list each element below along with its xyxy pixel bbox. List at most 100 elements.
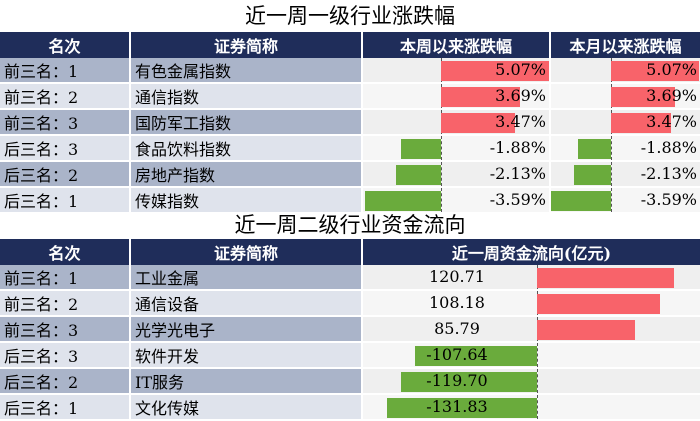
name-cell: 房地产指数: [130, 161, 363, 188]
rank-cell: 前三名：1: [0, 265, 131, 291]
month-change-cell: -2.13%: [550, 161, 700, 188]
header-rank: 名次: [0, 32, 131, 58]
zero-axis: [537, 343, 538, 366]
month-change-value: 5.07%: [646, 60, 697, 79]
zero-axis: [537, 369, 538, 392]
header-month-change: 本月以来涨跌幅: [550, 32, 700, 58]
zero-axis: [441, 162, 442, 185]
week-change-cell: 3.69%: [362, 83, 551, 110]
week-change-cell: -2.13%: [362, 161, 551, 188]
fund-flow-table: 名次 证券简称 近一周资金流向(亿元) 前三名：1 工业金属 120.71 前三名：2…: [0, 239, 700, 421]
month-change-cell: -1.88%: [550, 135, 700, 162]
month-change-cell: -3.59%: [550, 187, 700, 214]
name-cell: 工业金属: [130, 265, 363, 291]
negative-bar: [578, 139, 611, 159]
negative-bar: [387, 398, 537, 418]
zero-axis: [611, 162, 612, 185]
negative-bar: [574, 165, 611, 185]
header-fund-flow: 近一周资金流向(亿元): [362, 239, 700, 265]
zero-axis: [611, 188, 612, 211]
rank-cell: 前三名：3: [0, 316, 131, 343]
fund-flow-cell: -119.70: [362, 368, 700, 395]
positive-bar: [537, 320, 635, 340]
fund-flow-value: 120.71: [429, 267, 485, 286]
positive-bar: [611, 113, 672, 133]
table-row: 前三名：1 有色金属指数 5.07% 5.07%: [0, 58, 700, 84]
name-cell: 文化传媒: [130, 394, 363, 421]
name-cell: 软件开发: [130, 342, 363, 369]
month-change-value: -2.13%: [640, 164, 697, 183]
table-row: 前三名：1 工业金属 120.71: [0, 265, 700, 291]
header-name: 证券简称: [130, 239, 363, 265]
fund-flow-value: -131.83: [426, 397, 488, 416]
positive-bar: [537, 268, 675, 288]
table2-header-row: 名次 证券简称 近一周资金流向(亿元): [0, 239, 700, 265]
negative-bar: [395, 165, 441, 185]
name-cell: 传媒指数: [130, 187, 363, 214]
table-row: 后三名：3 食品饮料指数 -1.88% -1.88%: [0, 135, 700, 162]
month-change-value: -3.59%: [640, 190, 697, 209]
month-change-value: 3.69%: [646, 86, 697, 105]
rank-cell: 前三名：2: [0, 290, 131, 317]
name-cell: 国防军工指数: [130, 109, 363, 136]
rank-cell: 后三名：1: [0, 187, 131, 214]
zero-axis: [441, 136, 442, 159]
name-cell: IT服务: [130, 368, 363, 395]
name-cell: 有色金属指数: [130, 58, 363, 84]
positive-bar: [611, 61, 699, 81]
header-week-change: 本周以来涨跌幅: [362, 32, 551, 58]
positive-bar: [537, 294, 661, 314]
zero-axis: [537, 395, 538, 418]
table-row: 后三名：3 软件开发 -107.64: [0, 342, 700, 369]
rank-cell: 后三名：2: [0, 368, 131, 395]
rank-cell: 前三名：1: [0, 58, 131, 84]
week-change-value: 5.07%: [495, 60, 546, 79]
fund-flow-cell: 85.79: [362, 316, 700, 343]
table-row: 前三名：3 光学光电子 85.79: [0, 316, 700, 343]
rank-cell: 前三名：2: [0, 83, 131, 110]
fund-flow-value: 85.79: [434, 319, 480, 338]
month-change-cell: 3.69%: [550, 83, 700, 110]
month-change-cell: 5.07%: [550, 58, 700, 84]
month-change-value: 3.47%: [646, 112, 697, 131]
table1-header-row: 名次 证券简称 本周以来涨跌幅 本月以来涨跌幅: [0, 32, 700, 58]
negative-bar: [400, 139, 441, 159]
fund-flow-value: -119.70: [426, 371, 488, 390]
fund-flow-cell: 108.18: [362, 290, 700, 317]
header-rank: 名次: [0, 239, 131, 265]
table-row: 前三名：2 通信指数 3.69% 3.69%: [0, 83, 700, 110]
positive-bar: [441, 87, 520, 107]
zero-axis: [611, 136, 612, 159]
negative-bar: [414, 346, 537, 366]
zero-axis: [441, 188, 442, 211]
week-change-value: -2.13%: [489, 164, 546, 183]
rank-cell: 前三名：3: [0, 109, 131, 136]
table2-title: 近一周二级行业资金流向: [234, 213, 466, 237]
fund-flow-cell: -107.64: [362, 342, 700, 369]
positive-bar: [441, 113, 515, 133]
header-name: 证券简称: [130, 32, 363, 58]
negative-bar: [364, 191, 441, 211]
month-change-cell: 3.47%: [550, 109, 700, 136]
table1-title: 近一周一级行业涨跌幅: [245, 4, 455, 28]
week-change-cell: 3.47%: [362, 109, 551, 136]
fund-flow-cell: 120.71: [362, 265, 700, 291]
week-change-value: 3.47%: [495, 112, 546, 131]
positive-bar: [441, 61, 548, 81]
fund-flow-value: 108.18: [429, 293, 485, 312]
rank-cell: 后三名：2: [0, 161, 131, 188]
rank-cell: 后三名：3: [0, 135, 131, 162]
month-change-value: -1.88%: [640, 138, 697, 157]
week-change-value: 3.69%: [495, 86, 546, 105]
rank-cell: 后三名：3: [0, 342, 131, 369]
week-change-cell: -1.88%: [362, 135, 551, 162]
week-change-value: -1.88%: [489, 138, 546, 157]
table-row: 后三名：1 传媒指数 -3.59% -3.59%: [0, 187, 700, 214]
week-change-cell: 5.07%: [362, 58, 551, 84]
negative-bar: [550, 191, 611, 211]
table-row: 前三名：3 国防军工指数 3.47% 3.47%: [0, 109, 700, 136]
table-row: 后三名：2 房地产指数 -2.13% -2.13%: [0, 161, 700, 188]
table-row: 后三名：2 IT服务 -119.70: [0, 368, 700, 395]
table-row: 前三名：2 通信设备 108.18: [0, 290, 700, 317]
positive-bar: [611, 87, 676, 107]
